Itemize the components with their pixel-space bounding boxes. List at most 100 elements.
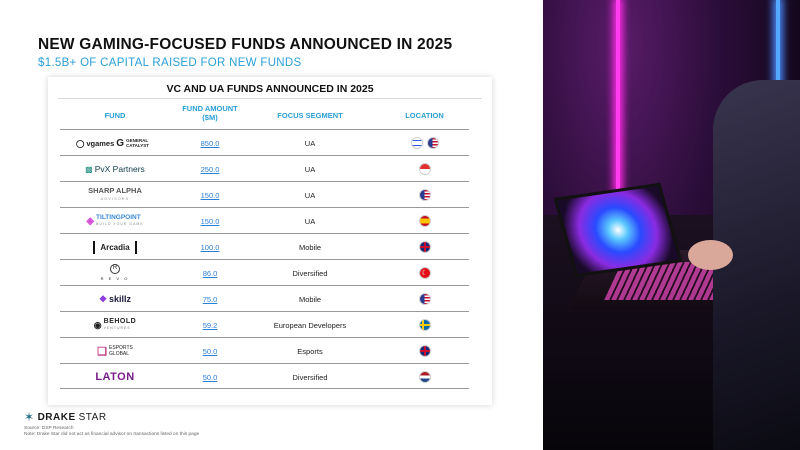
drake-star-logo: ✶ DRAKE STAR: [24, 410, 107, 424]
focus-segment: Mobile: [298, 294, 322, 304]
header-fund-amount-line2: ($M): [202, 113, 218, 122]
sweden-flag-icon: [418, 319, 431, 331]
fund-logo: Arcadia: [60, 234, 170, 260]
fund-logo: LATON: [60, 364, 170, 390]
fund-amount-link[interactable]: 100.0: [200, 242, 220, 252]
skillz-icon: ❖: [98, 293, 108, 304]
disclaimer-note: Note: Drake Star did not act as financia…: [24, 432, 200, 437]
fund-name: R E V O: [100, 275, 130, 281]
focus-segment: UA: [304, 190, 316, 200]
fund-amount-link[interactable]: 150.0: [200, 216, 220, 226]
fund-amount-link[interactable]: 50.0: [202, 346, 218, 356]
brand-name-part2: STAR: [78, 411, 107, 423]
fund-amount-link[interactable]: 86.0: [202, 268, 218, 278]
table-row: ◈ TILTINGPOINT BUILD YOUR GAME 150.0 UA: [60, 207, 469, 233]
location-flags: [380, 208, 469, 234]
fund-amount-link[interactable]: 150.0: [200, 190, 220, 200]
header-fund-amount: FUND AMOUNT ($M): [180, 104, 240, 122]
fund-logo: R R E V O: [60, 260, 170, 286]
focus-segment: European Developers: [273, 320, 347, 330]
table-row: Arcadia 100.0 Mobile: [60, 233, 469, 259]
fund-logo: ◈ TILTINGPOINT BUILD YOUR GAME: [60, 208, 170, 234]
focus-segment: UA: [304, 164, 316, 174]
focus-segment: Mobile: [298, 242, 322, 252]
location-flags: [380, 182, 469, 208]
header-fund: FUND: [104, 111, 126, 120]
funds-table-card: VC AND UA FUNDS ANNOUNCED IN 2025 FUND F…: [48, 77, 492, 405]
fund-name: BEHOLD: [103, 318, 137, 325]
location-flags: [380, 234, 469, 260]
vgames-icon: ◯: [75, 138, 85, 148]
person-hoodie: [713, 80, 800, 450]
uk-flag-icon: [418, 241, 431, 253]
location-flags: [380, 312, 469, 338]
pvx-icon: ▩: [85, 164, 93, 174]
esports-global-icon: ❏: [97, 345, 108, 358]
fund-subtitle: BUILD YOUR GAME: [96, 222, 144, 226]
fund-logo: ◯ vgames G GENERAL CATALYST: [60, 130, 170, 156]
table-row: ❏ ESPORTS GLOBAL 50.0 Esports: [60, 337, 469, 363]
revo-icon: R: [109, 263, 120, 274]
table-title: VC AND UA FUNDS ANNOUNCED IN 2025: [166, 83, 374, 95]
fund-name: vgames: [86, 138, 115, 148]
header-focus-segment: FOCUS SEGMENT: [277, 111, 343, 120]
usa-flag-icon: [418, 189, 431, 201]
fund-amount-link[interactable]: 75.0: [202, 294, 218, 304]
netherlands-flag-icon: [418, 371, 431, 383]
table-row: R R E V O 86.0 Diversified ☾: [60, 259, 469, 285]
fund-name-secondary: GENERAL CATALYST: [126, 138, 149, 148]
usa-flag-icon: [426, 137, 439, 149]
location-flags: [380, 338, 469, 364]
table-row: ◉ BEHOLD VENTURES 59.2 European Develope…: [60, 311, 469, 337]
fund-amount-link[interactable]: 850.0: [200, 138, 220, 148]
israel-flag-icon: [410, 137, 423, 149]
focus-segment: Diversified: [292, 268, 328, 278]
fund-amount-link[interactable]: 59.2: [202, 320, 218, 330]
usa-flag-icon: [418, 293, 431, 305]
focus-segment: UA: [304, 138, 316, 148]
behold-icon: ◉: [93, 319, 102, 330]
turkey-flag-icon: ☾: [418, 267, 431, 279]
table-row: LATON 50.0 Diversified: [60, 363, 469, 389]
gamer-laptop-photo: [543, 0, 800, 450]
fund-amount-link[interactable]: 50.0: [202, 372, 218, 382]
fund-name: SHARP ALPHA: [88, 186, 142, 195]
fund-name: LATON: [95, 371, 135, 383]
fund-logo: SHARP ALPHA ADVISORS: [60, 182, 170, 208]
fund-subtitle: GLOBAL: [109, 351, 130, 357]
fund-subtitle: VENTURES: [103, 326, 131, 330]
pink-neon-light: [616, 0, 620, 190]
header-fund-amount-line1: FUND AMOUNT: [182, 104, 238, 113]
source-note: Source: DSP Research: [24, 426, 74, 431]
table-row: SHARP ALPHA ADVISORS 150.0 UA: [60, 181, 469, 207]
fund-logo: ❖ skillz: [60, 286, 170, 312]
singapore-flag-icon: [418, 163, 431, 175]
divider: [58, 98, 482, 99]
star-icon: ✶: [24, 410, 35, 424]
table-row: ◯ vgames G GENERAL CATALYST 850.0 UA: [60, 129, 469, 155]
laptop-screen: [553, 182, 683, 278]
fund-amount-link[interactable]: 250.0: [200, 164, 220, 174]
fund-logo: ◉ BEHOLD VENTURES: [60, 312, 170, 338]
location-flags: [380, 156, 469, 182]
table-row: ❖ skillz 75.0 Mobile: [60, 285, 469, 311]
focus-segment: UA: [304, 216, 316, 226]
fund-logo: ❏ ESPORTS GLOBAL: [60, 338, 170, 364]
fund-name: Arcadia: [100, 242, 130, 252]
focus-segment: Esports: [297, 346, 323, 356]
page-title: NEW GAMING-FOCUSED FUNDS ANNOUNCED IN 20…: [38, 36, 453, 53]
location-flags: [380, 130, 469, 156]
general-catalyst-icon: G: [116, 137, 125, 149]
fund-name: ESPORTS: [109, 345, 133, 351]
brand-name-part1: DRAKE: [37, 411, 76, 423]
uk-flag-icon: [418, 345, 431, 357]
page-subtitle: $1.5B+ OF CAPITAL RAISED FOR NEW FUNDS: [38, 57, 302, 69]
fund-name: skillz: [109, 294, 132, 304]
table-row: ▩ PvX Partners 250.0 UA: [60, 155, 469, 181]
fund-name: PvX Partners: [94, 164, 145, 174]
location-flags: ☾: [380, 260, 469, 286]
fund-logo: ▩ PvX Partners: [60, 156, 170, 182]
spain-flag-icon: [418, 215, 431, 227]
fund-subtitle: ADVISORS: [100, 196, 130, 201]
focus-segment: Diversified: [292, 372, 328, 382]
